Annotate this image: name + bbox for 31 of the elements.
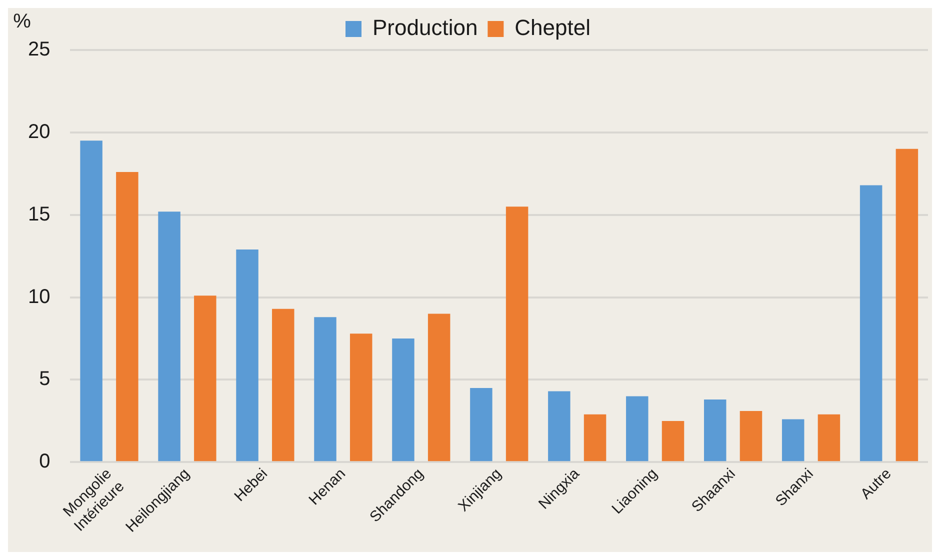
- bar: [818, 414, 840, 462]
- y-tick-label: 25: [28, 38, 50, 61]
- bar: [584, 414, 606, 462]
- legend-label: Cheptel: [514, 15, 591, 40]
- bar: [860, 185, 882, 462]
- y-tick-label: 20: [28, 120, 50, 143]
- bar: [428, 314, 450, 462]
- bar: [662, 420, 684, 462]
- bar: [782, 419, 804, 462]
- y-axis-title: %: [13, 10, 32, 33]
- bar: [626, 396, 648, 462]
- bar: [194, 296, 216, 462]
- bar: [350, 334, 372, 462]
- bar: [392, 338, 414, 462]
- y-tick-label: 10: [28, 286, 50, 308]
- bar: [506, 206, 528, 462]
- y-tick-label: 5: [39, 368, 50, 390]
- bar: [236, 249, 258, 462]
- y-tick-label: 15: [28, 203, 50, 226]
- bar: [470, 388, 492, 462]
- bar: [704, 400, 726, 462]
- bar: [116, 172, 138, 462]
- bar: [314, 317, 336, 462]
- bar: [740, 411, 762, 462]
- bar: [80, 140, 102, 462]
- bar: [896, 148, 918, 462]
- y-tick-label: 0: [39, 450, 50, 473]
- bar: [548, 391, 570, 462]
- bar: [158, 212, 180, 462]
- bar: [272, 308, 294, 462]
- legend-label: Production: [372, 15, 478, 40]
